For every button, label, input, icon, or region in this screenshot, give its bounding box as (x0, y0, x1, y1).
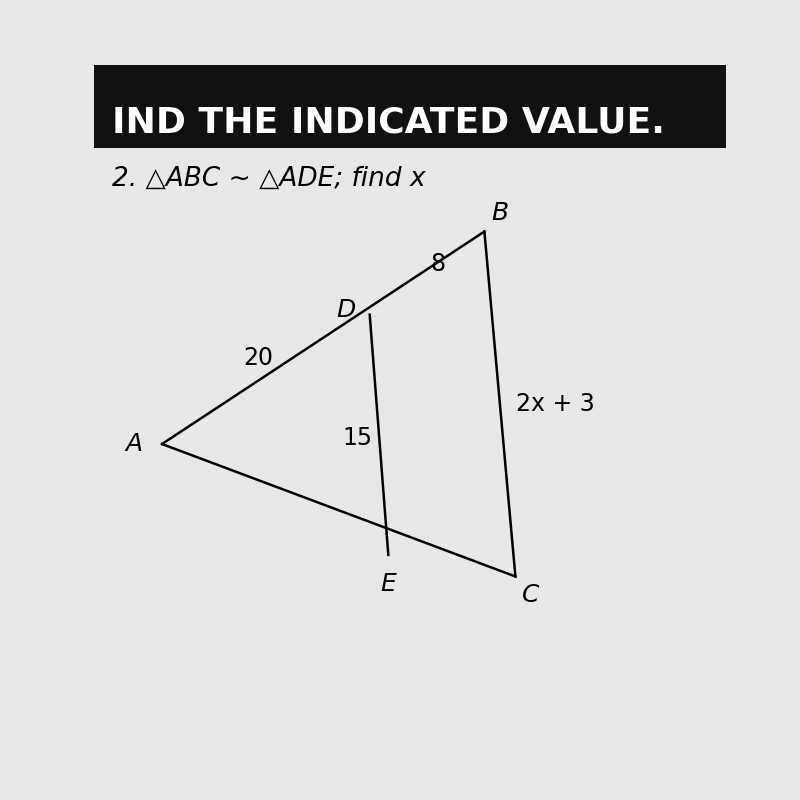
Text: B: B (491, 201, 509, 225)
Text: IND THE INDICATED VALUE.: IND THE INDICATED VALUE. (112, 105, 666, 139)
Text: E: E (381, 573, 396, 597)
Text: 2. △ABC ∼ △ADE; find x: 2. △ABC ∼ △ADE; find x (112, 166, 426, 192)
Text: 8: 8 (430, 251, 446, 275)
Text: C: C (522, 583, 540, 607)
Text: 15: 15 (342, 426, 372, 450)
FancyBboxPatch shape (94, 65, 726, 148)
Text: A: A (126, 432, 142, 456)
Text: 2x + 3: 2x + 3 (516, 392, 595, 416)
Text: D: D (337, 298, 356, 322)
Text: 20: 20 (243, 346, 273, 370)
